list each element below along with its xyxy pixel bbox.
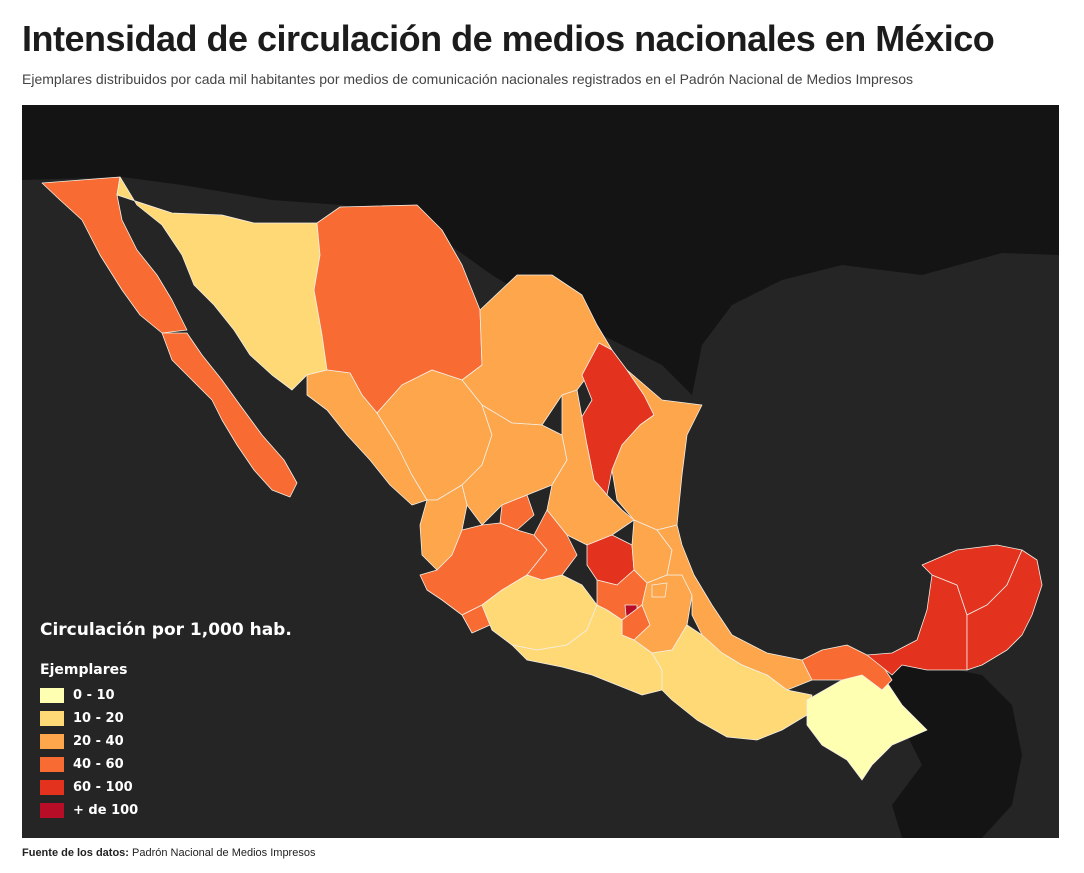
legend-item: 60 - 100: [40, 776, 292, 799]
map-container[interactable]: Circulación por 1,000 hab. Ejemplares 0 …: [22, 105, 1059, 838]
state-campeche[interactable]: [866, 574, 968, 676]
page-title: Intensidad de circulación de medios naci…: [22, 18, 995, 59]
legend-subtitle: Ejemplares: [40, 662, 128, 678]
legend-item: 0 - 10: [40, 684, 292, 707]
legend-label: + de 100: [73, 803, 139, 818]
land-usa: [22, 105, 1059, 395]
legend-swatch: [40, 803, 64, 818]
state-quintana-roo[interactable]: [966, 549, 1043, 671]
state-tabasco[interactable]: [801, 644, 893, 691]
legend-item: 40 - 60: [40, 753, 292, 776]
source-label: Fuente de los datos:: [22, 847, 129, 859]
state-baja-california-sur[interactable]: [161, 332, 298, 498]
legend-swatch: [40, 688, 64, 703]
legend-swatch: [40, 780, 64, 795]
source-footer: Fuente de los datos: Padrón Nacional de …: [22, 847, 315, 859]
mexico-map[interactable]: [22, 105, 1059, 838]
legend-swatch: [40, 734, 64, 749]
legend-item: 10 - 20: [40, 707, 292, 730]
legend-title: Circulación por 1,000 hab.: [40, 620, 292, 640]
state-guerrero[interactable]: [511, 604, 663, 696]
legend-label: 10 - 20: [73, 711, 124, 726]
source-value: Padrón Nacional de Medios Impresos: [132, 847, 316, 859]
legend-label: 40 - 60: [73, 757, 124, 772]
state-tlaxcala[interactable]: [651, 582, 668, 598]
state-baja-california[interactable]: [41, 176, 188, 334]
land-central-america: [882, 665, 1022, 838]
state-aguascalientes[interactable]: [499, 494, 535, 531]
page-subtitle: Ejemplares distribuidos por cada mil hab…: [22, 71, 914, 87]
legend-swatch: [40, 757, 64, 772]
legend-label: 60 - 100: [73, 780, 133, 795]
legend-label: 0 - 10: [73, 688, 115, 703]
legend-item: + de 100: [40, 799, 292, 822]
legend-item: 20 - 40: [40, 730, 292, 753]
legend: Circulación por 1,000 hab. Ejemplares 0 …: [40, 620, 292, 822]
legend-label: 20 - 40: [73, 734, 124, 749]
legend-swatch: [40, 711, 64, 726]
